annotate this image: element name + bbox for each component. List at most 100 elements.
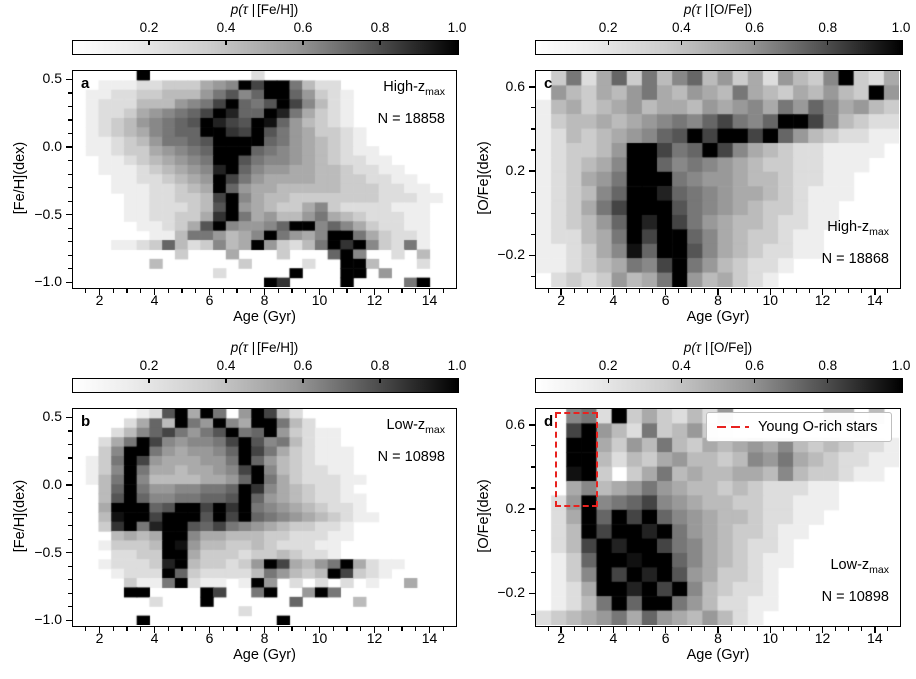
x-minor-tick-mark bbox=[167, 289, 169, 293]
y-minor-tick-mark bbox=[68, 579, 72, 581]
colorbar-tick-label: 1.0 bbox=[891, 358, 911, 373]
x-minor-tick-mark bbox=[808, 627, 811, 631]
x-tick-mark bbox=[821, 289, 824, 295]
colorbar-title-a: p(τ | [Fe/H]) bbox=[72, 2, 457, 17]
x-minor-tick-mark bbox=[835, 627, 837, 631]
y-tick-mark bbox=[65, 484, 72, 486]
y-minor-tick-mark bbox=[68, 187, 72, 189]
y-tick-mark bbox=[528, 424, 535, 426]
x-tick-mark bbox=[208, 289, 211, 295]
heatmap-canvas-a bbox=[73, 71, 455, 287]
colorbar-tick-mark bbox=[225, 41, 227, 45]
y-tick-mark bbox=[528, 592, 535, 594]
colorbar-a bbox=[72, 40, 459, 55]
x-tick-label: 12 bbox=[366, 292, 383, 308]
x-tick-mark bbox=[208, 627, 211, 633]
x-minor-tick-mark bbox=[547, 289, 549, 293]
group-sub-a: max bbox=[425, 85, 445, 98]
x-minor-tick-mark bbox=[222, 627, 224, 631]
x-tick-mark bbox=[318, 289, 321, 295]
x-minor-tick-mark bbox=[639, 289, 641, 293]
colorbar-tick-mark bbox=[379, 41, 381, 45]
y-axis-label-a: [Fe/H](dex) bbox=[12, 141, 28, 215]
x-tick-label: 14 bbox=[867, 292, 883, 308]
colorbar-tick-label: 1.0 bbox=[891, 20, 911, 35]
x-tick-mark bbox=[428, 289, 431, 295]
x-minor-tick-mark bbox=[222, 289, 224, 293]
x-tick-label: 4 bbox=[609, 630, 618, 646]
colorbar-tick-mark bbox=[148, 379, 150, 383]
colorbar-tick-mark bbox=[302, 379, 304, 383]
x-minor-tick-mark bbox=[85, 289, 87, 293]
y-minor-tick-mark bbox=[68, 132, 72, 135]
colorbar-title-math-b: p(τ | bbox=[230, 340, 256, 355]
x-minor-tick-mark bbox=[743, 627, 745, 631]
x-minor-tick-mark bbox=[181, 289, 183, 293]
colorbar-tick-label: 0.8 bbox=[818, 358, 838, 373]
colorbar-tick-mark bbox=[379, 379, 381, 383]
y-minor-tick-mark bbox=[531, 613, 535, 615]
y-tick-label: −0.5 bbox=[34, 205, 62, 222]
x-tick-label: 2 bbox=[95, 630, 104, 646]
colorbar-tick-mark bbox=[225, 379, 227, 383]
x-minor-tick-mark bbox=[140, 627, 142, 631]
x-minor-tick-mark bbox=[360, 289, 362, 293]
y-minor-tick-mark bbox=[68, 443, 72, 446]
x-minor-tick-mark bbox=[112, 627, 114, 631]
x-tick-label: 14 bbox=[421, 630, 438, 646]
colorbar-tick-mark bbox=[754, 379, 756, 383]
colorbar-tick-label: 0.6 bbox=[293, 20, 313, 35]
panel-annotations-d: Low-zmax N = 10898 bbox=[822, 557, 889, 606]
y-tick-label: 0.2 bbox=[505, 500, 525, 517]
y-tick-mark bbox=[65, 281, 72, 283]
x-tick-mark bbox=[153, 627, 156, 633]
colorbar-tick-mark bbox=[680, 379, 682, 383]
y-minor-tick-mark bbox=[68, 511, 72, 513]
x-minor-tick-mark bbox=[442, 289, 444, 293]
x-tick-mark bbox=[98, 627, 101, 633]
heatmap-canvas-b bbox=[73, 409, 455, 625]
x-minor-tick-mark bbox=[305, 289, 307, 293]
x-minor-tick-mark bbox=[808, 289, 811, 293]
x-minor-tick-mark bbox=[586, 289, 588, 293]
panel-letter-c: c bbox=[544, 75, 553, 92]
x-tick-mark bbox=[717, 627, 719, 633]
x-tick-mark bbox=[560, 627, 562, 633]
y-tick-label: 0.0 bbox=[42, 476, 62, 493]
colorbar-tick-mark bbox=[607, 379, 609, 383]
x-tick-label: 8 bbox=[260, 292, 269, 308]
group-main-c: High-z bbox=[827, 219, 870, 236]
x-minor-tick-mark bbox=[678, 289, 680, 293]
x-minor-tick-mark bbox=[126, 289, 128, 293]
colorbar-title-math-c: p(τ | bbox=[683, 2, 709, 17]
colorbar-tick-label: 0.2 bbox=[139, 20, 159, 35]
colorbar-tick-label: 0.8 bbox=[370, 20, 390, 35]
y-minor-tick-mark bbox=[531, 275, 535, 277]
y-minor-tick-mark bbox=[531, 191, 535, 193]
colorbar-tick-label: 1.0 bbox=[447, 20, 467, 35]
x-minor-tick-mark bbox=[573, 289, 575, 293]
x-minor-tick-mark bbox=[691, 289, 693, 293]
colorbar-title-d: p(τ | [O/Fe]) bbox=[535, 340, 901, 355]
y-tick-mark bbox=[65, 146, 72, 148]
x-minor-tick-mark bbox=[861, 289, 863, 293]
x-minor-tick-mark bbox=[691, 627, 693, 631]
x-minor-tick-mark bbox=[625, 289, 628, 293]
x-minor-tick-mark bbox=[782, 627, 784, 631]
x-tick-label: 8 bbox=[714, 292, 722, 308]
x-tick-label: 6 bbox=[661, 630, 670, 646]
x-tick-label: 14 bbox=[421, 292, 438, 308]
x-minor-tick-mark bbox=[652, 289, 654, 293]
x-tick-mark bbox=[821, 627, 824, 633]
y-tick-mark bbox=[65, 78, 72, 81]
colorbar-tick-label: 0.2 bbox=[598, 358, 618, 373]
x-tick-label: 2 bbox=[557, 630, 566, 646]
x-tick-label: 10 bbox=[311, 292, 328, 308]
colorbar-tick-label: 0.4 bbox=[216, 20, 236, 35]
y-minor-tick-mark bbox=[68, 254, 72, 256]
group-label-a: High-zmax bbox=[378, 79, 445, 98]
y-tick-label: 0.5 bbox=[42, 408, 62, 425]
colorbar-title-rest-c: [O/Fe]) bbox=[710, 2, 753, 17]
x-tick-mark bbox=[153, 289, 156, 295]
y-tick-label: −0.2 bbox=[497, 246, 525, 263]
